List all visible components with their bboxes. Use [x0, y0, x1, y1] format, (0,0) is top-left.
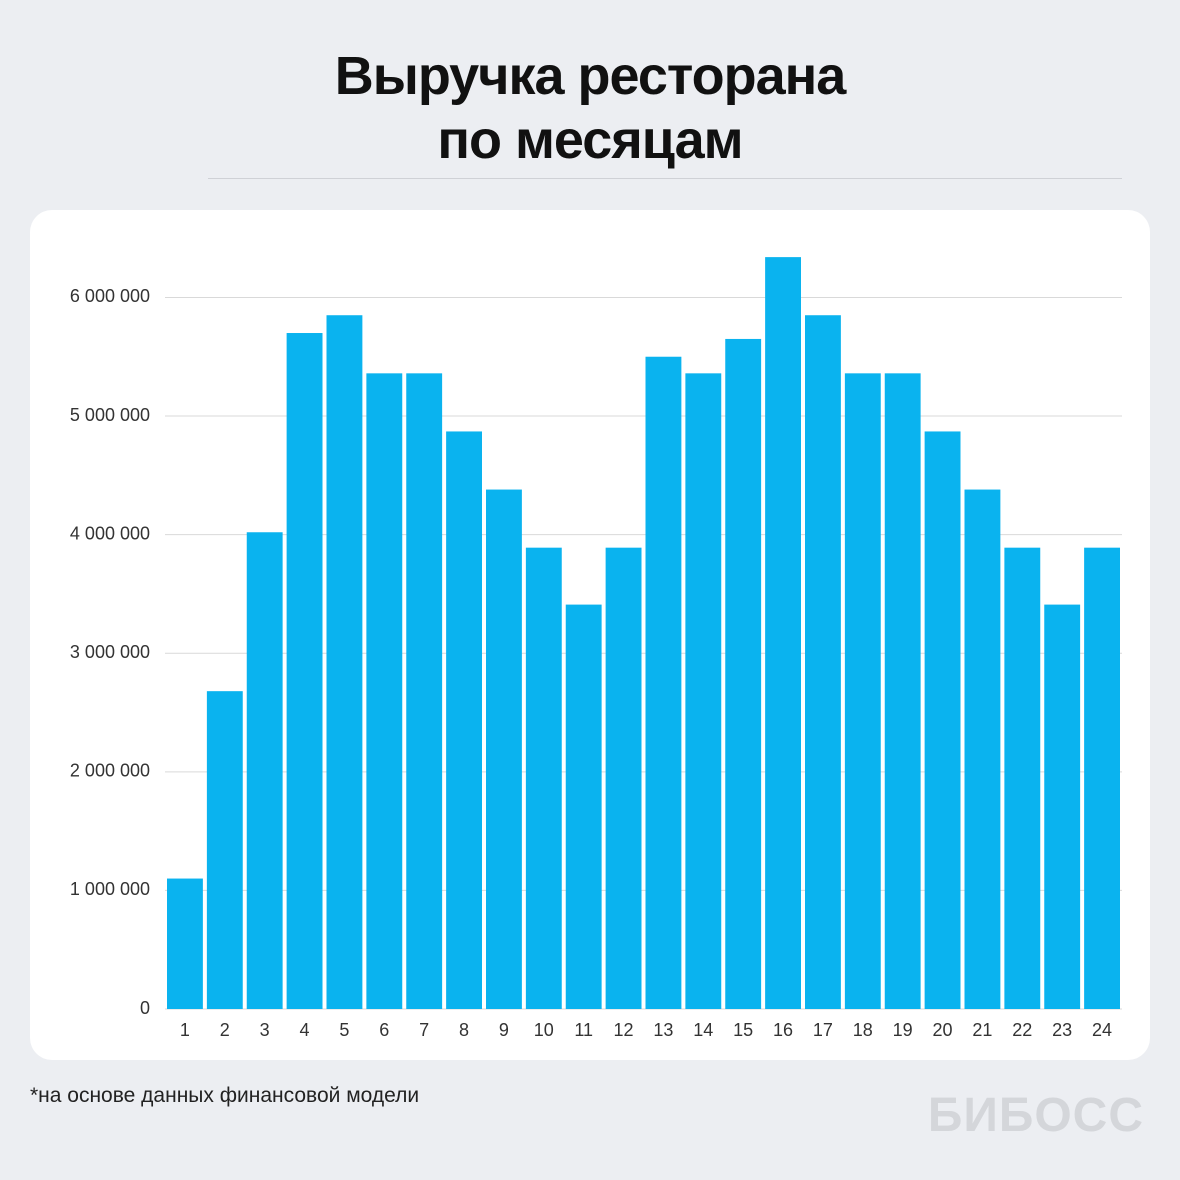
x-tick-label: 4 [300, 1020, 310, 1040]
x-tick-label: 17 [813, 1020, 833, 1040]
bar [206, 691, 243, 1009]
title-box: Выручка ресторана по месяцам [0, 44, 1180, 172]
brand-logo: БИБОСС [927, 1089, 1144, 1142]
x-tick-label: 2 [220, 1020, 230, 1040]
bar [645, 356, 682, 1009]
y-tick-label: 5 000 000 [70, 405, 150, 425]
y-tick-label: 0 [140, 998, 150, 1018]
chart-title: Выручка ресторана по месяцам [334, 46, 847, 170]
bar [605, 547, 642, 1009]
bar [765, 257, 801, 1010]
y-tick-label: 2 000 000 [70, 761, 150, 781]
bar [805, 315, 841, 1009]
x-tick-label: 21 [972, 1020, 992, 1040]
y-tick-label: 4 000 000 [70, 523, 150, 543]
footnote: *на основе данных финансовой модели [30, 1084, 420, 1107]
x-tick-label: 11 [574, 1020, 593, 1040]
bar [964, 489, 1001, 1009]
x-tick-label: 7 [419, 1020, 429, 1040]
x-tick-label: 8 [459, 1020, 469, 1040]
y-tick-label: 6 000 000 [70, 286, 150, 306]
x-tick-label: 13 [653, 1020, 673, 1040]
x-tick-label: 23 [1052, 1020, 1072, 1040]
bar [1044, 604, 1081, 1009]
bar [565, 604, 602, 1009]
bar [725, 338, 762, 1009]
x-tick-label: 19 [893, 1020, 913, 1040]
x-tick-label: 15 [733, 1020, 753, 1040]
bar [167, 878, 203, 1009]
x-tick-label: 20 [933, 1020, 953, 1040]
bar [406, 373, 443, 1009]
x-tick-label: 9 [499, 1020, 509, 1040]
x-tick-label: 18 [853, 1020, 873, 1040]
bar [1004, 547, 1041, 1009]
x-tick-label: 14 [693, 1020, 713, 1040]
x-tick-label: 24 [1092, 1020, 1112, 1040]
bar [685, 373, 722, 1009]
bar [446, 431, 482, 1009]
bar [844, 373, 881, 1009]
x-tick-label: 3 [260, 1020, 270, 1040]
y-tick-label: 1 000 000 [70, 879, 150, 899]
x-tick-label: 16 [773, 1020, 793, 1040]
x-tick-label: 12 [614, 1020, 634, 1040]
bar [326, 315, 363, 1009]
bar [366, 373, 403, 1009]
x-tick-label: 1 [180, 1020, 190, 1040]
bar [525, 547, 562, 1009]
bar [486, 489, 522, 1009]
x-tick-label: 10 [534, 1020, 554, 1040]
x-tick-label: 5 [339, 1020, 349, 1040]
bar [246, 532, 283, 1009]
bar [286, 333, 323, 1009]
bar [884, 373, 921, 1009]
separator [208, 178, 1122, 179]
x-tick-label: 6 [379, 1020, 389, 1040]
x-tick-label: 22 [1012, 1020, 1032, 1040]
bar [1084, 547, 1120, 1009]
bar [924, 431, 961, 1009]
y-tick-label: 3 000 000 [70, 642, 150, 662]
